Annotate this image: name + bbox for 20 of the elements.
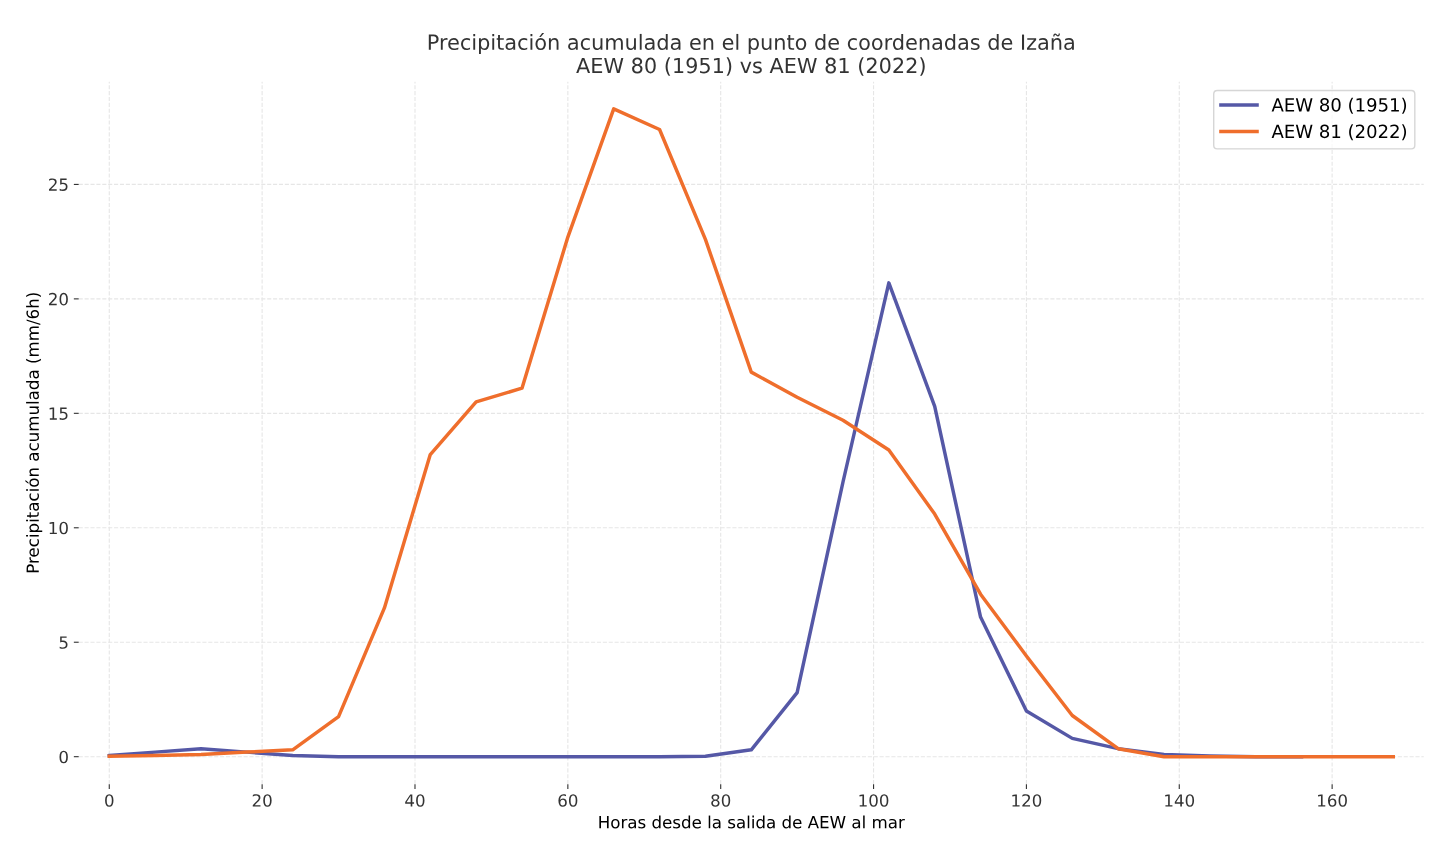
y-tick-label: 15 [49,407,68,420]
y-axis-title: Precipitación acumulada (mm/6h) [25,293,43,573]
x-tick-label: 160 [1318,794,1347,807]
y-tick-label: 0 [59,750,68,764]
y-tick-label: 10 [49,521,68,535]
y-tick-label: 5 [59,636,68,649]
x-tick-label: 140 [1165,794,1195,807]
x-tick-label: 60 [558,794,578,807]
x-tick-label: 0 [105,794,114,807]
x-tick-label: 120 [1012,794,1042,807]
y-tick-label: 25 [49,178,68,191]
x-tick-label: 20 [252,794,272,807]
x-axis-title: Horas desde la salida de AEW al mar [599,815,905,829]
x-tick-label: 40 [405,794,425,807]
chart-title: Precipitación acumulada en el punto de coordenadas de Izaña AEW 80 (1951) vs AEW 81 (2022) [428,33,1074,76]
y-tick-label: 20 [49,292,68,306]
legend-label: AEW 80 (1951) [1271,97,1407,114]
x-tick-label: 100 [859,794,889,807]
x-tick-label: 80 [711,794,731,807]
legend-label: AEW 81 (2022) [1271,124,1407,141]
